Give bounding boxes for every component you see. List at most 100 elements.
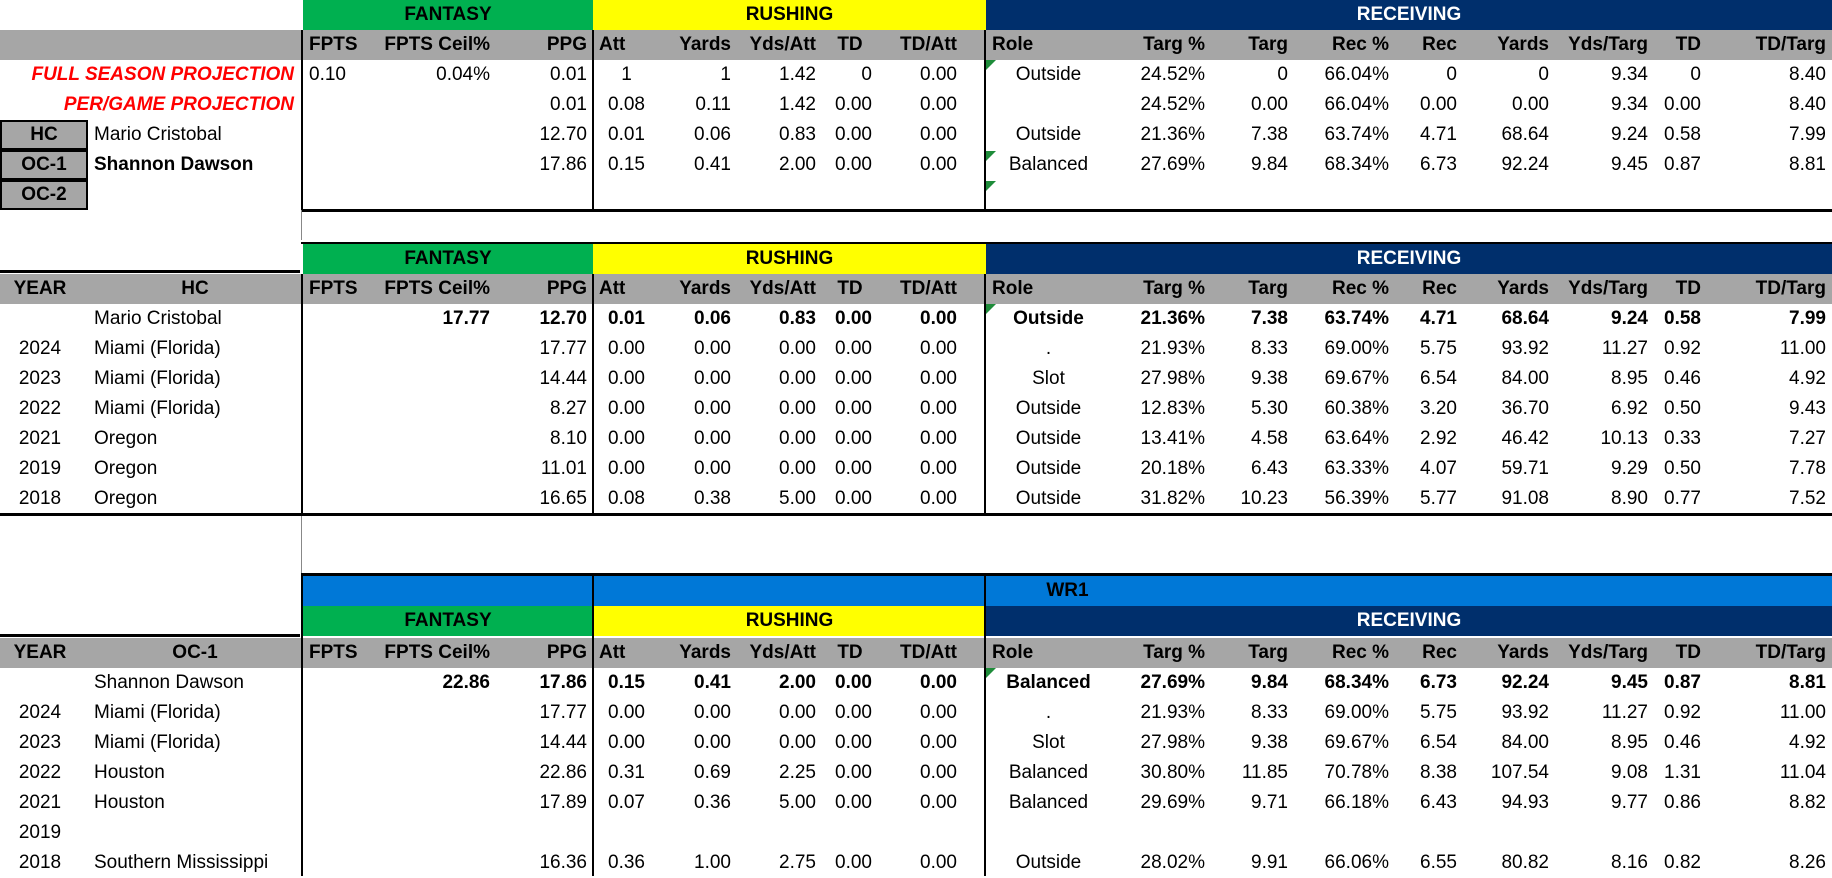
oc-row-2-cell-3[interactable]: 0.31 xyxy=(608,762,645,783)
oc-row-0-cell-3[interactable]: 0.00 xyxy=(608,702,645,723)
projection-full-cell-1[interactable]: 0.04% xyxy=(436,64,490,85)
oc-row-2-cell-1[interactable] xyxy=(383,758,496,788)
coach-2-cell-13[interactable] xyxy=(1463,180,1555,210)
hc-row-5-cell-13[interactable]: 91.08 xyxy=(1501,488,1549,509)
hc-row-0-cell-2[interactable]: 17.77 xyxy=(539,338,587,359)
oc-row-5-cell-14[interactable]: 8.16 xyxy=(1611,852,1648,873)
hc-row-2-cell-15[interactable]: 0.50 xyxy=(1664,398,1701,419)
hc-row-4-year[interactable]: 2019 xyxy=(18,458,62,479)
coach-0-cell-4[interactable]: 0.06 xyxy=(694,124,731,145)
coach-2-cell-14[interactable] xyxy=(1555,180,1654,210)
oc-row-5-cell-2[interactable]: 16.36 xyxy=(539,852,587,873)
projection-pergame-cell-1[interactable] xyxy=(383,90,496,120)
coach-2-cell-8[interactable] xyxy=(986,180,1111,210)
oc-row-0-cell-16[interactable]: 11.00 xyxy=(1779,702,1826,723)
projection-pergame-cell-9[interactable]: 24.52% xyxy=(1140,94,1205,115)
coach-1-cell-12[interactable]: 6.73 xyxy=(1420,154,1457,175)
hc-row-3-cell-5[interactable]: 0.00 xyxy=(779,428,816,449)
coach-2-cell-6[interactable] xyxy=(822,180,878,210)
oc-row-1-cell-5[interactable]: 0.00 xyxy=(779,732,816,753)
coach-1-cell-16[interactable]: 8.81 xyxy=(1789,154,1826,175)
oc-row-2-cell-2[interactable]: 22.86 xyxy=(539,762,587,783)
oc-row-0-cell-4[interactable]: 0.00 xyxy=(694,702,731,723)
projection-pergame-cell-0[interactable] xyxy=(303,90,383,120)
hc-row-2-cell-13[interactable]: 36.70 xyxy=(1501,398,1549,419)
hc-row-2-cell-8[interactable]: Outside xyxy=(1015,398,1082,419)
hc-row-2-year[interactable]: 2022 xyxy=(18,398,62,419)
hc-row-0-cell-10[interactable]: 8.33 xyxy=(1251,338,1288,359)
oc-summary-cell-1[interactable]: 22.86 xyxy=(442,672,490,693)
hc-row-1-cell-15[interactable]: 0.46 xyxy=(1664,368,1701,389)
hc-summary-name[interactable]: Mario Cristobal xyxy=(94,308,222,329)
projection-pergame-cell-8[interactable] xyxy=(986,90,1111,120)
hc-summary-cell-4[interactable]: 0.06 xyxy=(694,308,731,329)
hc-row-4-cell-12[interactable]: 4.07 xyxy=(1420,458,1457,479)
oc-summary-cell-13[interactable]: 92.24 xyxy=(1501,672,1549,693)
oc-row-1-cell-12[interactable]: 6.54 xyxy=(1420,732,1457,753)
coach-1-cell-2[interactable]: 17.86 xyxy=(539,154,587,175)
hc-row-0-cell-11[interactable]: 69.00% xyxy=(1324,338,1389,359)
hc-row-2-cell-10[interactable]: 5.30 xyxy=(1251,398,1288,419)
hc-row-3-cell-16[interactable]: 7.27 xyxy=(1789,428,1826,449)
hc-row-2-cell-5[interactable]: 0.00 xyxy=(779,398,816,419)
oc-row-2-year[interactable]: 2022 xyxy=(18,762,62,783)
hc-row-0-cell-12[interactable]: 5.75 xyxy=(1420,338,1457,359)
hc-row-5-cell-10[interactable]: 10.23 xyxy=(1240,488,1288,509)
oc-row-4-cell-16[interactable] xyxy=(1707,818,1832,848)
oc-summary-cell-14[interactable]: 9.45 xyxy=(1611,672,1648,693)
oc-summary-year[interactable] xyxy=(0,668,80,698)
hc-row-4-name[interactable]: Oregon xyxy=(94,458,158,479)
projection-pergame-cell-11[interactable]: 66.04% xyxy=(1324,94,1389,115)
hc-row-5-cell-0[interactable] xyxy=(303,484,383,514)
oc-row-2-cell-13[interactable]: 107.54 xyxy=(1490,762,1549,783)
projection-pergame-cell-13[interactable]: 0.00 xyxy=(1512,94,1549,115)
oc-row-2-cell-4[interactable]: 0.69 xyxy=(694,762,731,783)
hc-row-4-cell-11[interactable]: 63.33% xyxy=(1324,458,1389,479)
coach-2-cell-2[interactable] xyxy=(496,180,593,210)
projection-full-cell-11[interactable]: 66.04% xyxy=(1324,64,1389,85)
projection-pergame-cell-14[interactable]: 9.34 xyxy=(1611,94,1648,115)
hc-row-4-cell-0[interactable] xyxy=(303,454,383,484)
hc-row-3-cell-15[interactable]: 0.33 xyxy=(1664,428,1701,449)
hc-row-0-cell-1[interactable] xyxy=(383,334,496,364)
coach-1-cell-4[interactable]: 0.41 xyxy=(694,154,731,175)
oc-row-5-cell-15[interactable]: 0.82 xyxy=(1664,852,1701,873)
oc-row-4-cell-9[interactable] xyxy=(1111,818,1211,848)
coach-name-0[interactable]: Mario Cristobal xyxy=(94,124,222,145)
hc-row-3-cell-4[interactable]: 0.00 xyxy=(694,428,731,449)
oc-row-0-cell-1[interactable] xyxy=(383,698,496,728)
oc-row-2-cell-8[interactable]: Balanced xyxy=(1008,762,1089,783)
hc-row-0-cell-0[interactable] xyxy=(303,334,383,364)
oc-row-3-cell-11[interactable]: 66.18% xyxy=(1324,792,1389,813)
hc-row-3-cell-14[interactable]: 10.13 xyxy=(1600,428,1648,449)
hc-row-0-cell-9[interactable]: 21.93% xyxy=(1140,338,1205,359)
hc-row-3-cell-12[interactable]: 2.92 xyxy=(1420,428,1457,449)
oc-row-5-cell-3[interactable]: 0.36 xyxy=(608,852,645,873)
projection-full-cell-9[interactable]: 24.52% xyxy=(1140,64,1205,85)
oc-row-4-cell-2[interactable] xyxy=(496,818,593,848)
coach-1-cell-5[interactable]: 2.00 xyxy=(779,154,816,175)
oc-row-1-name[interactable]: Miami (Florida) xyxy=(94,732,221,753)
hc-row-5-year[interactable]: 2018 xyxy=(18,488,62,509)
coach-2-cell-11[interactable] xyxy=(1294,180,1395,210)
oc-row-2-cell-11[interactable]: 70.78% xyxy=(1324,762,1389,783)
oc-summary-cell-6[interactable]: 0.00 xyxy=(835,672,872,693)
hc-row-5-cell-4[interactable]: 0.38 xyxy=(694,488,731,509)
oc-summary-cell-0[interactable] xyxy=(303,668,383,698)
hc-row-4-cell-8[interactable]: Outside xyxy=(1015,458,1082,479)
oc-row-0-cell-7[interactable]: 0.00 xyxy=(920,702,957,723)
oc-row-0-cell-10[interactable]: 8.33 xyxy=(1251,702,1288,723)
hc-row-5-cell-3[interactable]: 0.08 xyxy=(608,488,645,509)
hc-row-4-cell-13[interactable]: 59.71 xyxy=(1501,458,1549,479)
hc-row-0-cell-15[interactable]: 0.92 xyxy=(1664,338,1701,359)
hc-row-1-cell-10[interactable]: 9.38 xyxy=(1251,368,1288,389)
oc-row-4-cell-4[interactable] xyxy=(660,818,737,848)
oc-row-2-cell-6[interactable]: 0.00 xyxy=(835,762,872,783)
hc-row-1-year[interactable]: 2023 xyxy=(18,368,62,389)
oc-row-1-year[interactable]: 2023 xyxy=(18,732,62,753)
oc-row-2-cell-10[interactable]: 11.85 xyxy=(1241,762,1288,783)
oc-row-3-cell-12[interactable]: 6.43 xyxy=(1420,792,1457,813)
hc-row-3-year[interactable]: 2021 xyxy=(18,428,62,449)
coach-1-cell-6[interactable]: 0.00 xyxy=(835,154,872,175)
oc-row-4-cell-5[interactable] xyxy=(737,818,822,848)
